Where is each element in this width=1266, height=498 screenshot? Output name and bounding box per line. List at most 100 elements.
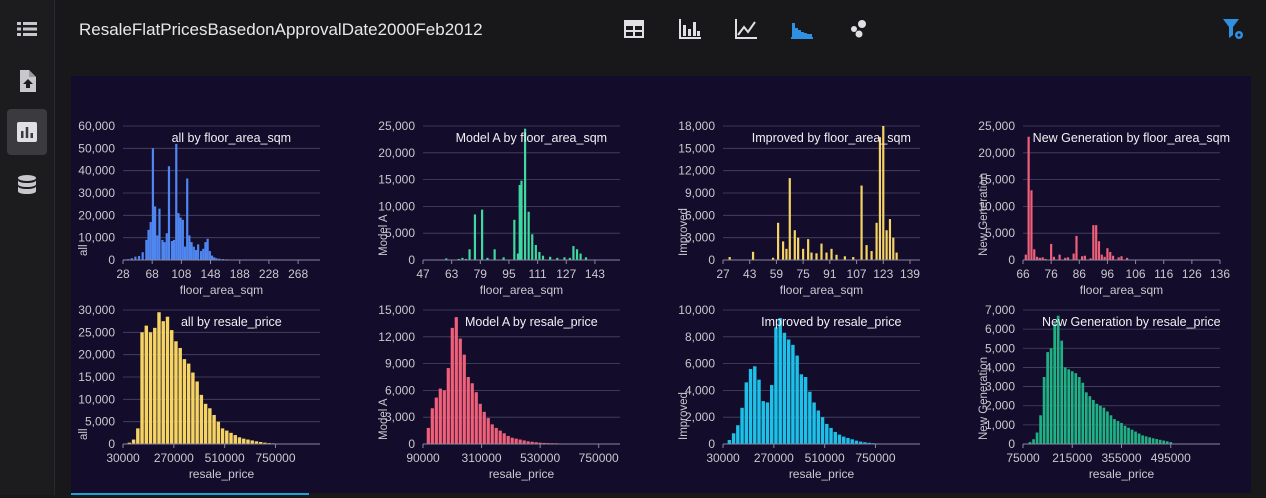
bar [447,368,450,444]
nav-chart-button[interactable] [7,109,47,155]
list-icon [17,21,37,37]
bar [789,178,791,260]
x-axis-label: resale_price [789,467,855,481]
bar [483,412,486,444]
bar [197,244,199,260]
y-tick-label: 30,000 [78,186,115,200]
bar [217,422,220,444]
top-bar: ResaleFlatPricesBasedonApprovalDate2000F… [55,0,1266,60]
bar [1106,248,1108,260]
bar [157,312,160,444]
chart-title: Improved by floor_area_sqm [752,131,911,145]
bar [443,390,446,444]
histogram-view-button[interactable] [789,16,815,42]
x-tick-label: 43 [743,267,757,281]
bar [145,326,148,444]
scatter-icon [848,19,868,39]
nav-list-button[interactable] [7,6,47,52]
x-tick-label: 111 [528,267,547,281]
x-axis-label: resale_price [489,467,555,481]
x-axis-label: floor_area_sqm [780,283,863,297]
bar [1060,341,1063,444]
bar [535,245,537,260]
x-tick-label: 228 [259,267,279,281]
bar [246,440,249,444]
line-chart-view-button[interactable] [733,16,759,42]
bar [427,428,430,444]
bar [728,440,731,444]
bar [1148,437,1151,444]
bar [825,424,828,444]
bar [515,439,518,444]
bar [1120,423,1123,444]
y-tick-label: 20,000 [978,146,1015,160]
bar [1095,225,1097,260]
y-tick-label: 10,000 [678,303,715,317]
y-tick-label: 12,000 [378,330,415,344]
bar [1058,255,1060,260]
filter-button[interactable] [1220,16,1246,42]
bar [193,247,195,260]
bar [572,246,574,260]
bar [463,355,466,444]
x-tick-label: 270000 [154,451,194,465]
bar [195,250,197,260]
bar [212,415,215,444]
bar [879,137,881,260]
bar [1085,392,1088,444]
bar [499,431,502,444]
x-tick-label: 95 [502,267,516,281]
bar [191,373,194,444]
table-view-button[interactable] [621,16,647,42]
bar-chart-icon [679,19,701,39]
bar [1046,352,1049,444]
y-tick-label: 6,000 [385,383,415,397]
y-tick-label: 9,000 [385,357,415,371]
bar [825,253,827,260]
nav-upload-button[interactable] [7,58,47,104]
scatter-view-button[interactable] [845,16,871,42]
bar [794,230,796,260]
bar [200,395,203,444]
bar [1112,256,1114,260]
x-tick-label: 76 [1044,267,1058,281]
bar [870,251,872,260]
bar [810,253,812,260]
y-tick-label: 0 [1008,437,1015,451]
x-tick-label: 116 [1154,267,1173,281]
bar [162,321,165,444]
bar [1033,249,1035,260]
bar [154,206,156,260]
bar [844,256,846,260]
bar [812,402,815,444]
nav-database-button[interactable] [7,162,47,208]
bar [753,366,756,444]
y-tick-label: 5,000 [85,415,115,429]
bar-chart-view-button[interactable] [677,16,703,42]
bar [132,440,135,444]
bar [187,364,190,444]
y-tick-label: 25,000 [978,119,1015,133]
bar [184,247,186,260]
bar [842,437,845,444]
bar [830,249,832,260]
bar [1120,256,1122,260]
bar [242,439,245,444]
bar [777,223,779,260]
bar [1159,440,1162,444]
bar [1036,433,1039,444]
bar [188,235,190,260]
bar [481,210,483,260]
y-axis-label: all [78,428,90,440]
bar [524,129,526,260]
bar [468,249,470,260]
y-tick-label: 50,000 [78,141,115,155]
bar [1039,415,1042,444]
y-tick-label: 15,000 [378,173,415,187]
bar [882,126,884,260]
x-tick-label: 79 [474,267,488,281]
bar [1071,371,1074,444]
